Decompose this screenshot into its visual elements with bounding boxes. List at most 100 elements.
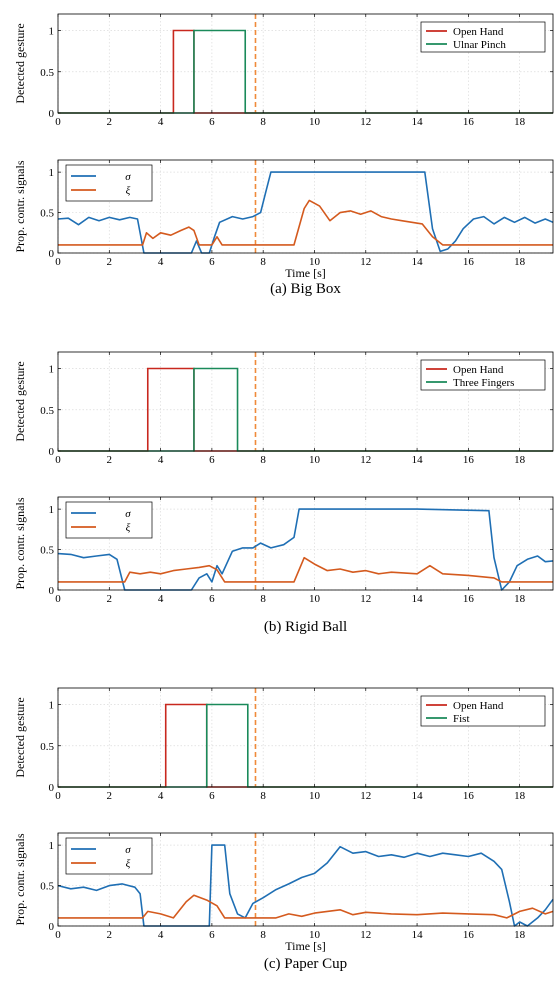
y-axis-label: Prop. contr. signals: [13, 833, 27, 925]
y-axis-label: Detected gesture: [13, 697, 27, 777]
legend-label: Ulnar Pinch: [453, 39, 506, 51]
legend-box: [420, 21, 546, 53]
bottom-panel: [57, 832, 554, 927]
x-tick-label: 2: [107, 790, 113, 802]
signal-series-1: [58, 556, 553, 583]
y-tick-label: 0.5: [40, 545, 54, 557]
x-tick-label: 18: [514, 929, 526, 941]
x-tick-label: 16: [463, 454, 475, 466]
x-tick-label: 0: [55, 790, 61, 802]
legend-label: ξ: [126, 185, 131, 197]
x-axis-label: Time [s]: [285, 266, 326, 280]
x-tick-label: 18: [514, 593, 526, 605]
bottom-panel: [57, 159, 554, 254]
x-tick-label: 18: [514, 790, 526, 802]
y-tick-label: 0: [49, 585, 55, 597]
x-tick-label: 2: [107, 929, 113, 941]
y-tick-label: 1: [49, 504, 55, 516]
x-tick-label: 12: [360, 256, 371, 268]
y-tick-label: 0: [49, 108, 55, 120]
legend-label: Open Hand: [453, 364, 504, 376]
signal-series-1: [58, 894, 554, 919]
legend-label: Open Hand: [453, 26, 504, 38]
legend-box: [65, 837, 153, 875]
x-tick-label: 0: [55, 929, 61, 941]
x-tick-label: 16: [463, 929, 475, 941]
legend-box: [65, 501, 153, 539]
legend-label: Fist: [453, 713, 470, 725]
x-tick-label: 0: [55, 116, 61, 128]
x-tick-label: 12: [360, 790, 371, 802]
plot-frame: [57, 496, 554, 591]
legend-box: [420, 695, 546, 727]
figure-caption: (c) Paper Cup: [264, 956, 347, 972]
x-tick-label: 12: [360, 929, 371, 941]
figure-caption: (b) Rigid Ball: [264, 619, 347, 635]
y-axis-label: Detected gesture: [13, 361, 27, 441]
x-tick-label: 10: [309, 256, 321, 268]
y-tick-label: 0: [49, 248, 55, 260]
x-tick-label: 16: [463, 593, 475, 605]
plot-frame: [57, 832, 554, 927]
x-tick-label: 14: [412, 593, 424, 605]
x-tick-label: 8: [260, 593, 266, 605]
x-tick-label: 4: [158, 593, 164, 605]
x-tick-label: 6: [209, 454, 215, 466]
signal-series-0: [57, 171, 554, 254]
legend-label: σ: [125, 171, 131, 183]
y-tick-label: 0.5: [40, 881, 54, 893]
x-tick-label: 4: [158, 790, 164, 802]
legend-label: σ: [125, 508, 131, 520]
plot-frame: [57, 159, 554, 254]
x-tick-label: 6: [209, 116, 215, 128]
x-tick-label: 12: [360, 454, 371, 466]
x-tick-label: 12: [360, 593, 371, 605]
top-panel: [57, 687, 554, 788]
x-tick-label: 14: [412, 929, 424, 941]
x-tick-label: 6: [209, 256, 215, 268]
y-axis-label: Detected gesture: [13, 23, 27, 103]
y-tick-label: 0: [49, 782, 55, 794]
y-tick-label: 0: [49, 921, 55, 933]
signal-series-0: [57, 844, 554, 927]
x-tick-label: 8: [260, 454, 266, 466]
x-tick-label: 6: [209, 593, 215, 605]
y-axis-label: Prop. contr. signals: [13, 160, 27, 252]
legend-label: ξ: [126, 522, 131, 534]
y-tick-label: 1: [49, 167, 55, 179]
x-tick-label: 10: [309, 454, 321, 466]
x-tick-label: 8: [260, 116, 266, 128]
x-tick-label: 2: [107, 454, 113, 466]
y-tick-label: 0.5: [40, 208, 54, 220]
y-axis-label: Prop. contr. signals: [13, 497, 27, 589]
x-tick-label: 4: [158, 116, 164, 128]
figure-caption: (a) Big Box: [270, 281, 341, 297]
bottom-panel: [57, 496, 554, 591]
x-tick-label: 8: [260, 790, 266, 802]
legend-box: [420, 359, 546, 391]
legend-label: Open Hand: [453, 700, 504, 712]
y-tick-label: 1: [49, 840, 55, 852]
top-panel: [57, 351, 554, 452]
x-tick-label: 12: [360, 116, 371, 128]
y-tick-label: 0.5: [40, 741, 54, 753]
legend-box: [65, 164, 153, 202]
x-tick-label: 10: [309, 929, 321, 941]
x-tick-label: 14: [412, 454, 424, 466]
x-tick-label: 10: [309, 593, 321, 605]
y-tick-label: 0.5: [40, 405, 54, 417]
x-tick-label: 2: [107, 256, 113, 268]
x-tick-label: 10: [309, 790, 321, 802]
x-tick-label: 18: [514, 454, 526, 466]
y-tick-label: 0: [49, 446, 55, 458]
x-tick-label: 4: [158, 929, 164, 941]
signal-series-1: [58, 199, 553, 246]
x-tick-label: 8: [260, 929, 266, 941]
x-tick-label: 14: [412, 116, 424, 128]
x-tick-label: 2: [107, 593, 113, 605]
x-tick-label: 8: [260, 256, 266, 268]
x-tick-label: 14: [412, 256, 424, 268]
legend-label: σ: [125, 844, 131, 856]
x-tick-label: 2: [107, 116, 113, 128]
